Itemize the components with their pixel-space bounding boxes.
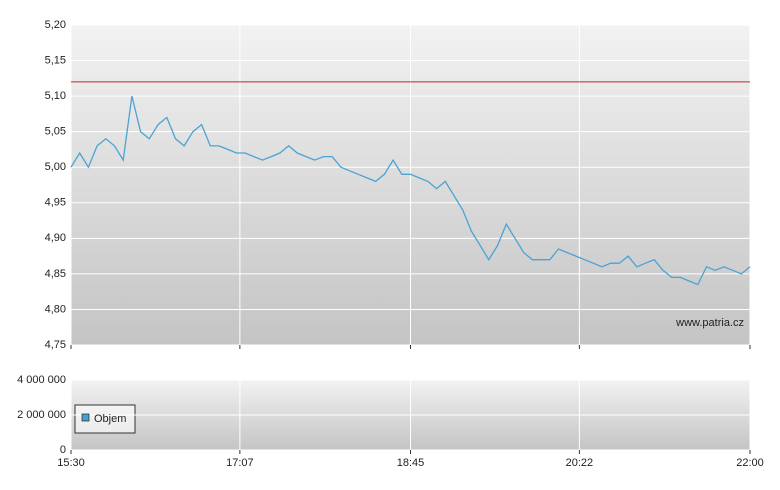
x-tick-label: 15:30 [57,457,85,469]
x-tick-label: 20:22 [566,457,594,469]
legend-swatch [81,413,90,422]
y-tick-label: 5,05 [45,126,66,138]
y-tick-label: 5,10 [45,90,66,102]
y-tick-label: 2 000 000 [17,409,66,421]
y-tick-label: 4,90 [45,232,66,244]
y-tick-label: 4 000 000 [17,374,66,386]
y-tick-label: 5,00 [45,161,66,173]
legend [74,404,136,434]
y-tick-label: 5,20 [45,19,66,31]
x-tick-label: 22:00 [736,457,764,469]
x-tick-label: 17:07 [226,457,254,469]
x-tick-label: 18:45 [397,457,425,469]
y-tick-label: 5,15 [45,54,66,66]
y-tick-label: 0 [60,444,66,456]
legend-label: Objem [94,413,126,425]
y-tick-label: 4,95 [45,197,66,209]
y-tick-label: 4,80 [45,303,66,315]
y-tick-label: 4,75 [45,339,66,351]
price-line [70,95,751,286]
y-tick-label: 4,85 [45,268,66,280]
watermark: www.patria.cz [675,317,744,329]
